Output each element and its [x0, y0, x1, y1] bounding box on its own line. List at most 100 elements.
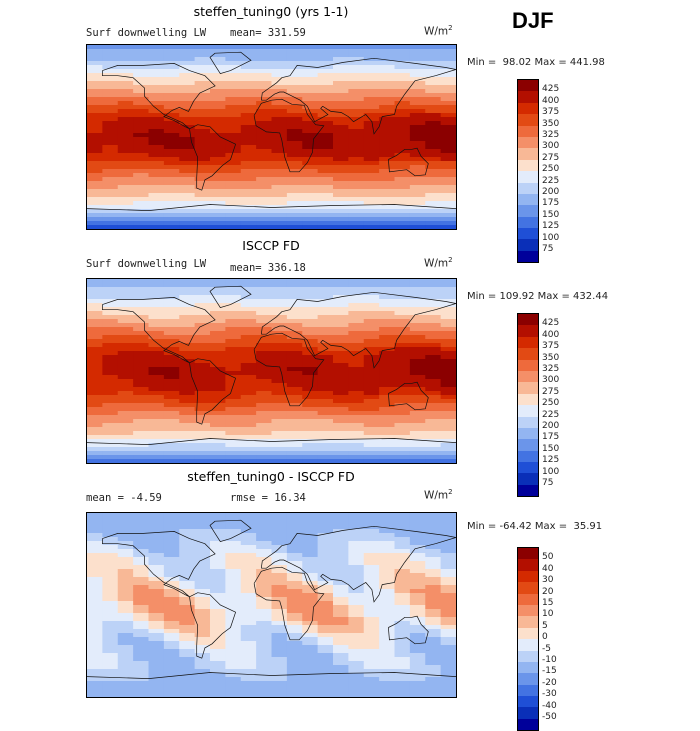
map-cell — [271, 633, 288, 638]
coastline — [87, 672, 456, 679]
panel-3-units: W/m2 — [424, 488, 453, 502]
map-cell — [225, 359, 242, 364]
map-cell — [256, 419, 273, 424]
map-cell — [194, 613, 211, 618]
map-cell — [409, 93, 426, 98]
map-cell — [240, 197, 257, 202]
map-cell — [440, 403, 456, 408]
map-cell — [179, 89, 196, 94]
colorbar-swatch — [518, 462, 538, 474]
map-cell — [194, 311, 211, 316]
map-cell — [271, 319, 288, 324]
map-cell — [210, 657, 226, 662]
map-cell — [286, 557, 303, 562]
map-cell — [210, 597, 226, 602]
map-cell — [394, 569, 411, 574]
map-cell — [348, 225, 365, 229]
panel-2-units: W/m2 — [424, 256, 453, 270]
map-cell — [102, 153, 119, 158]
map-cell — [256, 601, 273, 606]
map-cell — [163, 423, 180, 428]
map-cell — [87, 379, 103, 384]
map-cell — [333, 549, 349, 554]
map-cell — [363, 61, 380, 66]
map-cell — [394, 685, 411, 690]
map-cell — [302, 415, 319, 420]
map-cell — [440, 137, 456, 142]
map-cell — [225, 605, 242, 610]
map-cell — [240, 323, 257, 328]
colorbar-swatch — [518, 393, 538, 406]
map-cell — [117, 565, 134, 570]
map-cell — [102, 185, 119, 190]
map-cell — [133, 451, 150, 456]
map-cell — [271, 355, 288, 360]
map-cell — [286, 57, 303, 62]
map-cell — [348, 553, 365, 558]
map-cell — [302, 411, 319, 416]
map-cell — [425, 601, 442, 606]
map-cell — [302, 307, 319, 312]
map-cell — [333, 69, 349, 74]
map-cell — [148, 355, 165, 360]
map-cell — [163, 153, 180, 158]
map-cell — [425, 177, 442, 182]
map-cell — [133, 173, 150, 178]
map-cell — [409, 125, 426, 130]
map-cell — [379, 677, 396, 682]
map-cell — [302, 613, 319, 618]
map-cell — [317, 525, 334, 530]
map-cell — [271, 339, 288, 344]
map-cell — [225, 673, 242, 678]
map-cell — [117, 383, 134, 388]
map-cell — [440, 113, 456, 118]
map-cell — [379, 601, 396, 606]
map-cell — [333, 513, 349, 518]
map-cell — [317, 145, 334, 150]
colorbar-tick-label: 100 — [542, 232, 560, 243]
map-cell — [225, 121, 242, 126]
map-cell — [133, 399, 150, 404]
map-cell — [225, 557, 242, 562]
coastline — [209, 285, 252, 309]
map-cell — [117, 435, 134, 440]
map-cell — [440, 81, 456, 86]
map-cell — [117, 621, 134, 626]
map-cell — [117, 153, 134, 158]
map-cell — [210, 581, 226, 586]
map-cell — [117, 315, 134, 320]
map-cell — [394, 641, 411, 646]
map-cell — [148, 637, 165, 642]
map-cell — [179, 391, 196, 396]
map-cell — [225, 213, 242, 218]
map-cell — [317, 681, 334, 686]
map-cell — [133, 327, 150, 332]
map-cell — [256, 545, 273, 550]
map-cell — [194, 561, 211, 566]
map-cell — [394, 57, 411, 62]
map-cell — [302, 383, 319, 388]
map-cell — [348, 407, 365, 412]
map-cell — [179, 379, 196, 384]
map-cell — [394, 411, 411, 416]
map-cell — [286, 569, 303, 574]
map-cell — [317, 565, 334, 570]
map-cell — [133, 129, 150, 134]
map-cell — [409, 287, 426, 292]
map-cell — [379, 423, 396, 428]
map-cell — [148, 197, 165, 202]
map-cell — [379, 145, 396, 150]
map-cell — [394, 299, 411, 304]
map-cell — [179, 573, 196, 578]
map-cell — [210, 109, 226, 114]
map-cell — [87, 197, 103, 202]
map-cell — [163, 633, 180, 638]
map-cell — [194, 339, 211, 344]
map-cell — [148, 299, 165, 304]
map-cell — [210, 649, 226, 654]
map-cell — [271, 65, 288, 70]
map-cell — [271, 569, 288, 574]
coastline — [209, 519, 252, 543]
map-cell — [379, 137, 396, 142]
map-cell — [148, 73, 165, 78]
